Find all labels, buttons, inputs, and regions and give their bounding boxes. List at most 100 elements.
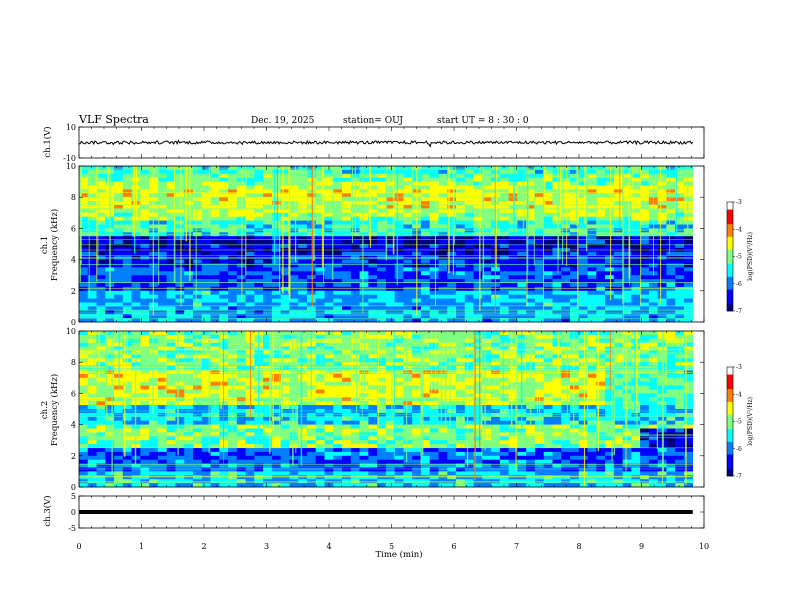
spectrogram-cell — [508, 236, 518, 241]
spectrogram-cell — [482, 420, 492, 425]
spectrogram-cell — [306, 181, 317, 186]
spectrogram-cell — [192, 193, 203, 198]
spectrogram-cell — [350, 467, 360, 472]
spectrogram-cell — [324, 205, 334, 210]
spectrogram-cell — [499, 271, 509, 276]
spectrogram-cell — [456, 405, 466, 410]
spectrogram-cell — [184, 334, 194, 340]
spectrogram-cell — [324, 271, 334, 276]
spectrogram-cell — [140, 263, 150, 268]
spectrogram-cell — [613, 298, 623, 303]
spectrogram-cell — [254, 236, 264, 241]
spectrogram-cell — [438, 259, 448, 264]
spectrogram-cell — [394, 220, 404, 225]
spectrogram-cell — [140, 424, 150, 429]
spectrogram-cell — [157, 451, 167, 457]
spectrogram-cell — [298, 275, 308, 280]
spectrogram-cell — [385, 224, 395, 229]
spectrogram-cell — [263, 393, 273, 398]
spectrogram-cell — [534, 279, 544, 284]
spectrogram-cell — [201, 354, 211, 359]
spectrogram-cell — [219, 271, 229, 276]
spectrogram-cell — [184, 205, 194, 210]
spectrogram-cell — [210, 389, 220, 394]
spectrogram-cell — [657, 310, 667, 315]
spectrogram-cell — [175, 436, 185, 441]
spectrogram-cell — [236, 354, 246, 359]
spectrogram-cell — [114, 212, 124, 217]
spectrogram-cell — [385, 467, 395, 472]
spectrogram-cell — [271, 424, 281, 429]
spectrogram-cell — [570, 310, 580, 315]
spectrogram-cell — [596, 310, 606, 315]
spectrogram-cell — [420, 286, 431, 292]
spectrogram-cell — [631, 279, 641, 284]
spectrogram-cell — [648, 314, 658, 319]
spectrogram-cell — [613, 283, 623, 288]
spectrogram-cell — [228, 236, 238, 241]
spectrogram-cell — [526, 451, 536, 457]
spectrogram-cell — [464, 193, 474, 198]
spectrogram-cell — [263, 467, 273, 472]
spectrogram-cell — [166, 346, 176, 351]
spectrogram-cell — [228, 259, 238, 264]
spectrogram-cell — [306, 267, 317, 272]
spectrogram-cell — [280, 440, 290, 445]
spectrogram-cell — [315, 373, 325, 379]
spectrogram-cell — [175, 405, 185, 410]
spectrogram-cell — [157, 381, 167, 386]
spectrogram-cell — [289, 205, 299, 210]
spectrogram-cell — [96, 444, 106, 449]
spectrogram-cell — [473, 346, 483, 351]
spectrogram-cell — [377, 366, 387, 371]
spectrogram-cell — [420, 310, 431, 315]
spectrogram-cell — [473, 428, 483, 433]
spectrogram-cell — [675, 220, 685, 225]
spectrogram-cell — [333, 177, 343, 182]
spectrogram-cell — [280, 366, 290, 371]
spectrogram-cell — [192, 208, 203, 214]
spectrogram-cell — [482, 201, 492, 206]
spectrogram-cell — [79, 275, 89, 280]
spectrogram-cell — [280, 448, 290, 453]
spectrogram-cell — [324, 286, 334, 292]
spectrogram-cell — [473, 310, 483, 315]
spectrogram-cell — [157, 428, 167, 433]
spectrogram-cell — [482, 318, 492, 323]
spectrogram-cell — [333, 362, 343, 367]
spectrogram-cell — [552, 189, 562, 194]
spectrogram-cell — [473, 275, 483, 280]
spectrogram-cell — [140, 279, 150, 284]
spectrogram-cell — [482, 366, 492, 371]
spectrogram-cell — [201, 358, 211, 363]
spectrogram-cell — [184, 294, 194, 299]
spectrogram-cell — [210, 405, 220, 410]
spectrogram-cell — [403, 354, 413, 359]
spectrogram-cell — [552, 279, 562, 284]
spectrogram-cell — [464, 208, 474, 214]
spectrogram-cell — [149, 463, 159, 468]
spectrogram-cell — [219, 236, 229, 241]
spectrogram-cell — [333, 205, 343, 210]
spectrogram-cell — [420, 405, 431, 410]
spectrogram-cell — [526, 448, 536, 453]
spectrogram-cell — [631, 271, 641, 276]
spectrogram-cell — [438, 331, 448, 336]
spectrogram-cell — [298, 212, 308, 217]
spectrogram-cell — [605, 318, 615, 323]
spectrogram-cell — [298, 479, 308, 484]
spectrogram-cell — [499, 483, 509, 488]
spectrogram-cell — [306, 263, 317, 268]
spectrogram-cell — [96, 275, 106, 280]
spectrogram-cell — [236, 286, 246, 292]
spectrogram-cell — [631, 286, 641, 292]
spectrogram-cell — [368, 275, 378, 280]
spectrogram-cell — [140, 298, 150, 303]
spectrogram-cell — [464, 370, 474, 375]
spectrogram-cell — [324, 298, 334, 303]
spectrogram-cell — [368, 479, 378, 484]
spectrogram-cell — [306, 483, 317, 488]
spectrogram-cell — [377, 483, 387, 488]
spectrogram-cell — [385, 342, 395, 347]
spectrogram-cell — [640, 318, 650, 323]
